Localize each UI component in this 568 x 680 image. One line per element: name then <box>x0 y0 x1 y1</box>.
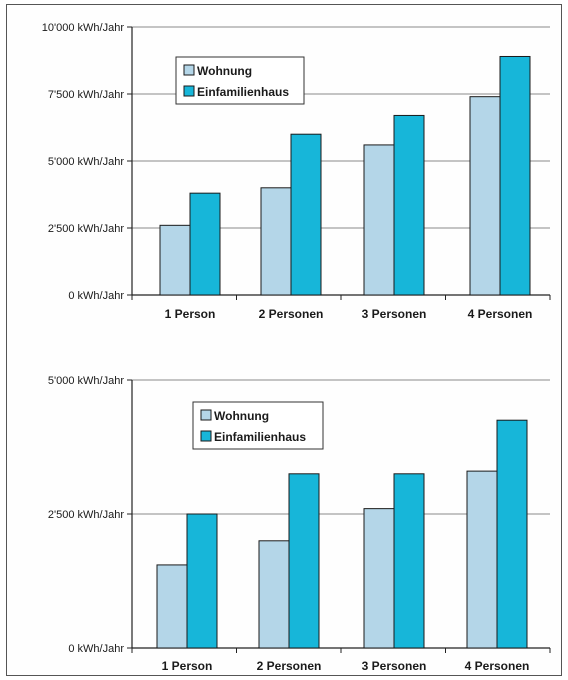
bar-wohnung <box>466 470 498 649</box>
bar-einfamilienhaus <box>288 473 320 649</box>
category-label: 3 Personen <box>362 307 427 321</box>
bar-einfamilienhaus <box>290 133 322 296</box>
category-label: 2 Personen <box>257 659 322 673</box>
category-label: 4 Personen <box>468 307 533 321</box>
legend-swatch <box>200 409 212 421</box>
y-tick-label: 10'000 kWh/Jahr <box>42 22 125 34</box>
legend-label: Einfamilienhaus <box>197 85 289 99</box>
category-label: 2 Personen <box>259 307 324 321</box>
legend-swatch <box>200 430 212 442</box>
legend-swatch <box>183 85 195 97</box>
bar-wohnung <box>258 540 290 649</box>
bar-einfamilienhaus <box>186 513 218 649</box>
bar-wohnung <box>156 564 188 649</box>
bar-einfamilienhaus <box>499 55 531 296</box>
bar-wohnung <box>469 96 501 296</box>
y-tick-label: 2'500 kWh/Jahr <box>48 509 124 521</box>
category-label: 4 Personen <box>465 659 530 673</box>
y-tick-label: 5'000 kWh/Jahr <box>48 375 124 387</box>
legend-label: Wohnung <box>214 409 269 423</box>
legend-box <box>192 401 324 450</box>
bar-einfamilienhaus <box>393 114 425 296</box>
y-tick-label: 5'000 kWh/Jahr <box>48 156 124 168</box>
bar-wohnung <box>260 187 292 296</box>
legend-label: Einfamilienhaus <box>214 430 306 444</box>
y-tick-label: 0 kWh/Jahr <box>68 643 124 655</box>
y-tick-label: 0 kWh/Jahr <box>68 290 124 302</box>
y-tick-label: 2'500 kWh/Jahr <box>48 223 124 235</box>
category-label: 1 Person <box>165 307 216 321</box>
chart-top: 0 kWh/Jahr 2'500 kWh/Jahr 5'000 kWh/Jahr 7'… <box>42 22 551 321</box>
y-tick-label: 7'500 kWh/Jahr <box>48 89 124 101</box>
bar-einfamilienhaus <box>496 419 528 649</box>
bar-wohnung <box>363 508 395 649</box>
legend-label: Wohnung <box>197 64 252 78</box>
bar-wohnung <box>159 224 191 296</box>
legend-swatch <box>183 64 195 76</box>
bar-einfamilienhaus <box>189 192 221 296</box>
category-label: 3 Personen <box>362 659 427 673</box>
bar-wohnung <box>363 144 395 296</box>
chart-bottom: 0 kWh/Jahr 2'500 kWh/Jahr 5'000 kWh/Jahr 1 … <box>48 375 551 673</box>
category-label: 1 Person <box>162 659 213 673</box>
legend-box <box>175 56 305 105</box>
bar-einfamilienhaus <box>393 473 425 649</box>
